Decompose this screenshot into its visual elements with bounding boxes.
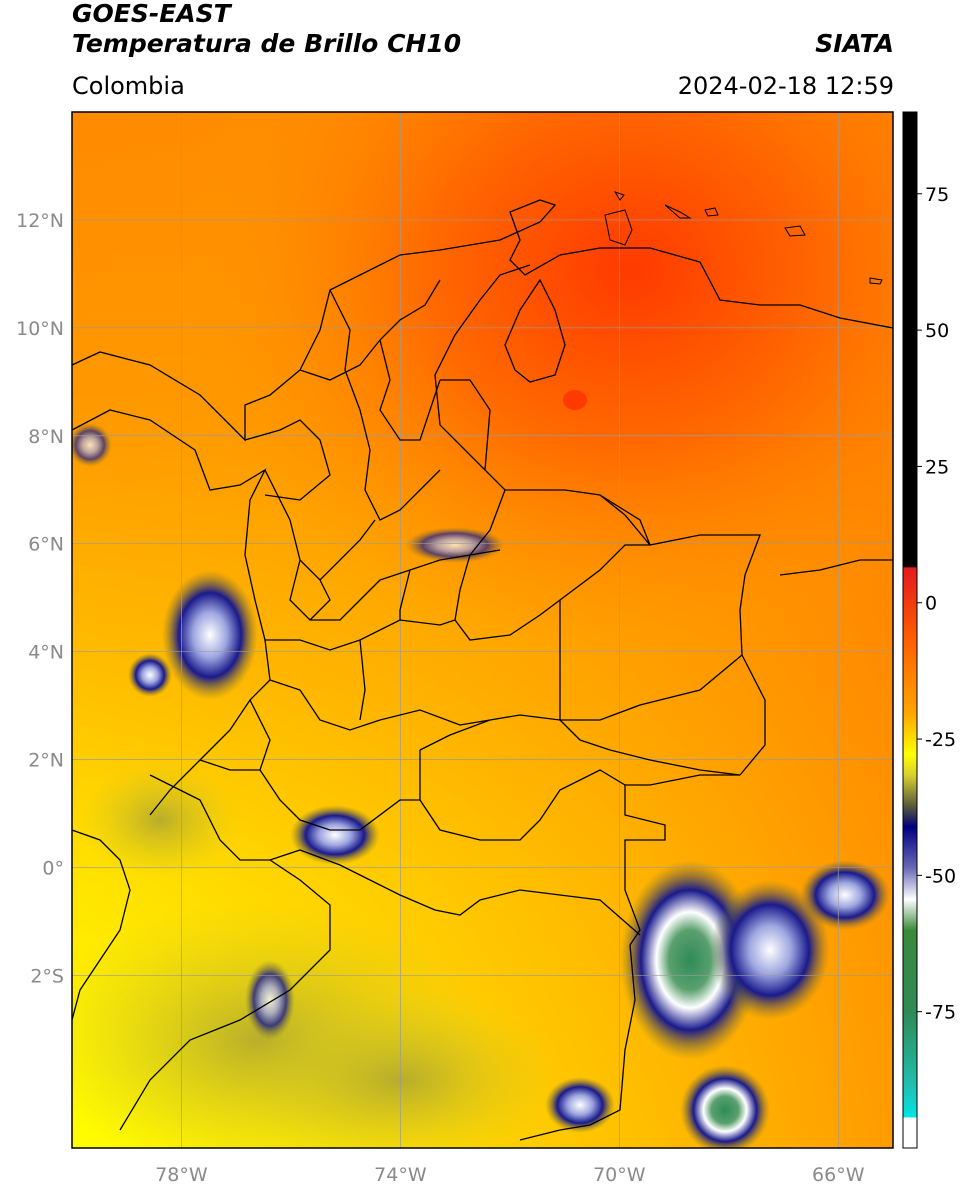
lat-tick-label: 10°N [16, 318, 64, 340]
lon-tick-label: 78°W [155, 1164, 208, 1186]
ecuador-peru-border [119, 859, 331, 1131]
lon-tick-label: 74°W [374, 1164, 427, 1186]
islands [604, 191, 883, 285]
lat-tick-label: 0° [42, 857, 64, 879]
lon-tick-label: 70°W [593, 1164, 646, 1186]
colorbar-tick-label: -75 [925, 1002, 956, 1024]
lat-tick-label: 8°N [28, 426, 64, 448]
longitude-tick-labels: 78°W 74°W 70°W 66°W [155, 1164, 864, 1186]
colorbar-tick-label: -50 [925, 865, 956, 887]
datetime-label: 2024-02-18 12:59 [677, 72, 894, 100]
panama-colombia-border [72, 409, 271, 816]
lat-tick-label: 12°N [16, 210, 64, 232]
lat-tick-label: 6°N [28, 534, 64, 556]
lon-tick-label: 66°W [812, 1164, 865, 1186]
colorbar-ticks: 75 50 25 0 -25 -50 -75 [917, 184, 956, 1024]
gridlines [72, 112, 893, 1148]
lat-tick-label: 2°S [30, 965, 64, 987]
brightness-temperature-field [72, 112, 893, 1148]
caribbean-coastline [72, 199, 893, 442]
colorbar-tick-label: 0 [925, 593, 937, 615]
ecuador-coast [72, 829, 131, 1021]
colorbar-tick-label: 25 [925, 456, 949, 478]
map-frame [71, 111, 894, 1149]
latitude-tick-labels: 12°N 10°N 8°N 6°N 4°N 2°N 0° 2°S [16, 210, 64, 987]
lat-tick-label: 4°N [28, 642, 64, 664]
brand-label: SIATA [815, 29, 894, 58]
colorbar-tick-label: -25 [925, 729, 956, 751]
region-label: Colombia [72, 72, 185, 100]
political-borders [72, 199, 893, 1141]
venezuela-coast-east [779, 559, 893, 576]
colombia-brazil-border [624, 774, 740, 946]
lat-tick-label: 2°N [28, 750, 64, 772]
colombia-peru-border [149, 774, 641, 936]
colorbar [902, 111, 918, 1149]
satellite-title: GOES-EAST [72, 0, 231, 28]
product-title: Temperatura de Brillo CH10 [72, 29, 462, 58]
colorbar-tick-label: 75 [925, 184, 949, 206]
colorbar-tick-label: 50 [925, 320, 949, 342]
brazil-peru-border [519, 944, 636, 1141]
maracaibo-lake [504, 278, 566, 383]
